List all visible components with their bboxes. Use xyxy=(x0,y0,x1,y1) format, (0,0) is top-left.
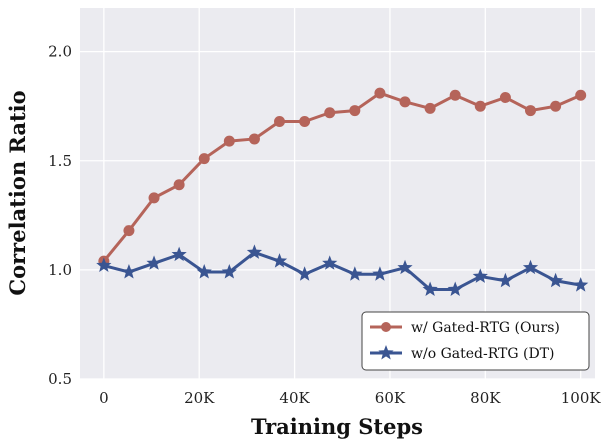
data-point-circle xyxy=(424,102,436,114)
data-point-star xyxy=(171,246,187,262)
data-point-circle xyxy=(123,225,135,237)
data-point-star xyxy=(472,268,488,283)
data-point-star xyxy=(522,259,539,275)
y-tick-label: 1.0 xyxy=(48,261,72,279)
x-axis-label: Training Steps xyxy=(251,414,423,439)
data-point-circle xyxy=(550,100,562,112)
data-point-star xyxy=(146,255,162,270)
x-tick-label: 100K xyxy=(561,389,602,407)
data-point-star xyxy=(271,253,288,268)
data-point-circle xyxy=(299,115,311,127)
y-tick-label: 1.5 xyxy=(48,152,72,170)
y-axis-label: Correlation Ratio xyxy=(5,90,30,295)
data-point-circle xyxy=(274,115,286,127)
x-tick-label: 20K xyxy=(184,389,215,407)
data-point-circle xyxy=(198,153,210,165)
legend-label-ours: w/ Gated-RTG (Ours) xyxy=(411,320,560,336)
x-tick-label: 40K xyxy=(279,389,310,407)
legend-box xyxy=(361,311,590,371)
y-tick-label: 0.5 xyxy=(48,370,72,388)
data-point-star xyxy=(322,255,338,270)
data-point-circle xyxy=(499,91,511,103)
data-point-star xyxy=(497,272,514,288)
data-point-circle xyxy=(449,89,461,101)
data-point-star xyxy=(221,264,237,279)
data-point-circle xyxy=(399,96,411,108)
data-point-star xyxy=(397,259,413,275)
x-tick-label: 0 xyxy=(99,389,109,407)
data-point-star xyxy=(447,281,463,296)
x-tick-label: 80K xyxy=(470,389,501,407)
data-point-star xyxy=(347,266,363,281)
data-point-star xyxy=(372,266,388,281)
y-tick-label: 2.0 xyxy=(48,43,72,61)
data-point-star xyxy=(573,277,589,292)
legend-swatch-dt-marker xyxy=(378,345,394,360)
grid-lines xyxy=(80,8,595,380)
data-point-circle xyxy=(525,105,537,117)
x-tick-labels: 0 20K 40K 60K 80K 100K xyxy=(99,389,601,407)
data-point-star xyxy=(422,281,438,296)
y-tick-labels: 0.5 1.0 1.5 2.0 xyxy=(48,43,72,388)
data-point-star xyxy=(547,272,564,288)
data-point-circle xyxy=(148,192,160,204)
data-point-star xyxy=(297,266,313,281)
data-point-circle xyxy=(374,87,386,99)
data-point-circle xyxy=(474,100,486,112)
data-point-circle xyxy=(223,135,235,147)
data-point-star xyxy=(121,264,137,279)
legend-label-dt: w/o Gated-RTG (DT) xyxy=(411,346,554,362)
data-point-star xyxy=(96,257,112,272)
data-point-star xyxy=(196,264,212,279)
legend: w/ Gated-RTG (Ours) w/o Gated-RTG (DT) xyxy=(361,311,590,371)
data-series xyxy=(96,87,589,296)
data-point-circle xyxy=(248,133,260,145)
legend-swatch-ours-marker xyxy=(381,322,391,332)
data-point-star xyxy=(246,244,263,259)
x-tick-label: 60K xyxy=(375,389,406,407)
data-point-circle xyxy=(575,89,587,101)
data-point-circle xyxy=(349,105,361,117)
data-point-circle xyxy=(173,179,185,191)
data-point-circle xyxy=(324,107,336,119)
